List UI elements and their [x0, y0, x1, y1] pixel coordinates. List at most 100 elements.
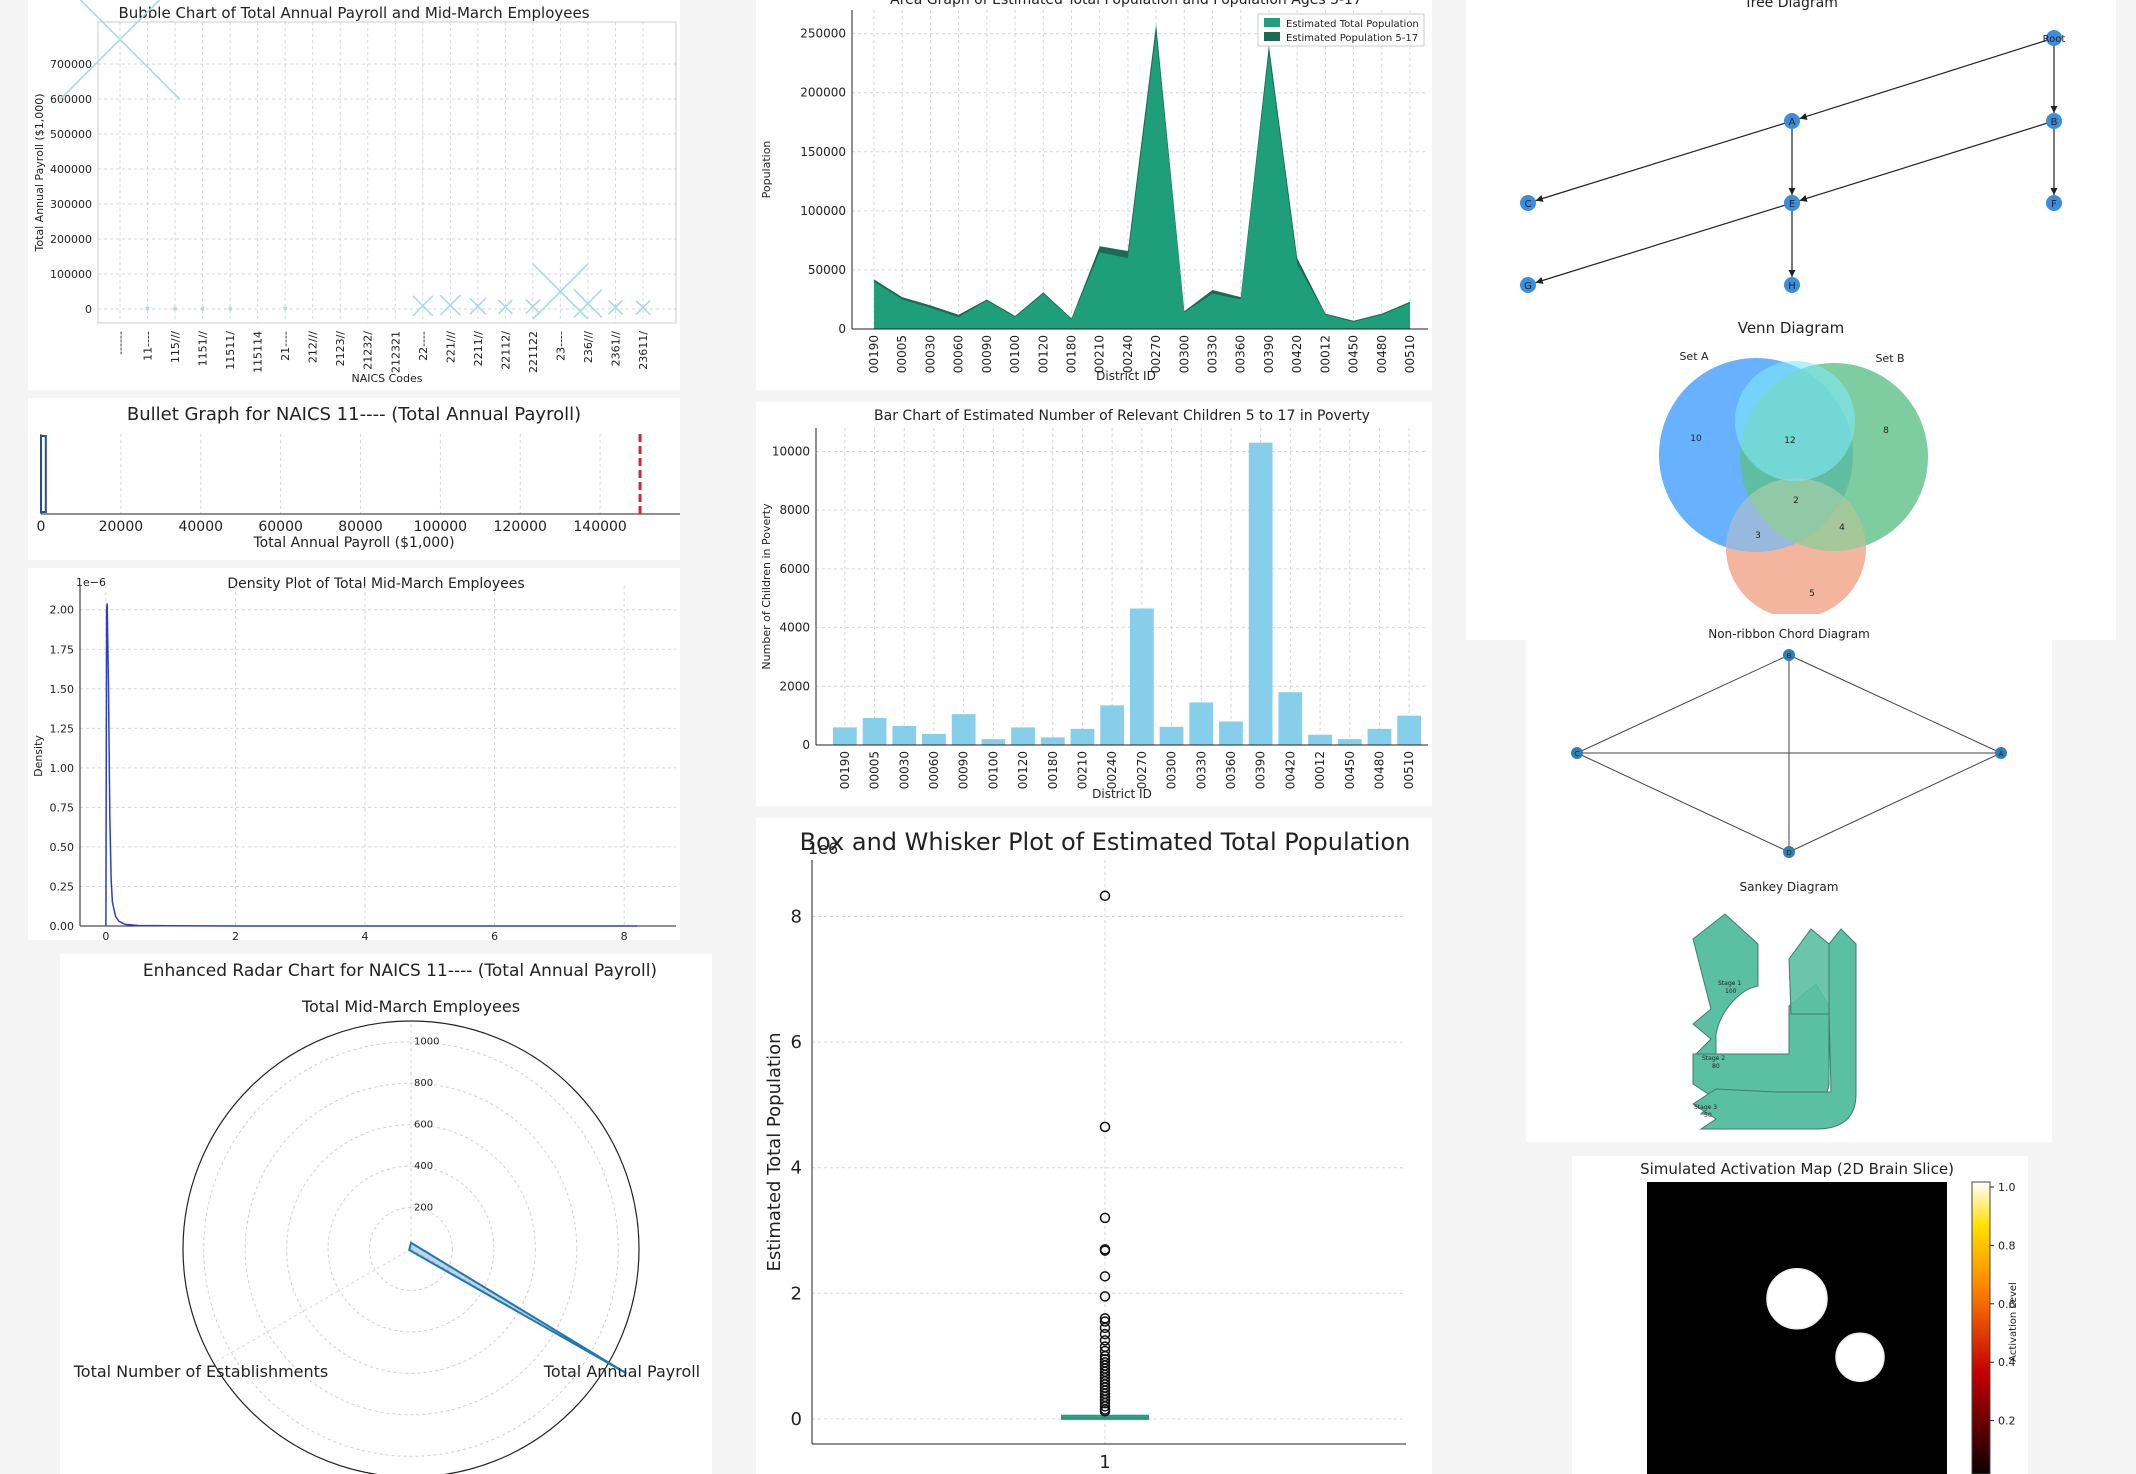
bubble-marker: [228, 306, 233, 311]
x-tick-label: 00012: [1318, 335, 1332, 373]
x-tick-label: 00330: [1194, 751, 1208, 789]
x-tick-label: 0: [102, 930, 109, 940]
venn-set-b-label: Set B: [1875, 352, 1904, 365]
colorbar-tick-label: 1.0: [1998, 1181, 2016, 1194]
x-tick-label: 1: [1099, 1452, 1110, 1473]
x-tick-label: 00120: [1016, 751, 1030, 789]
sankey-flow-3: [1788, 928, 1830, 1015]
radar-axis-label: Total Number of Establishments: [73, 1362, 329, 1381]
bar: [1337, 739, 1362, 745]
chord-node: [1995, 747, 2007, 759]
bubble-marker: [412, 295, 434, 317]
x-tick-label: 00390: [1254, 751, 1268, 789]
x-tick-label: 236///: [582, 331, 595, 363]
tree-node: [2046, 195, 2062, 211]
density-plot: Density Plot of Total Mid-March Employee…: [32, 576, 676, 940]
outlier-point: [1099, 1291, 1111, 1302]
x-tick-label: 212321: [389, 331, 402, 373]
x-tick-label: 115114: [252, 331, 265, 373]
x-tick-label: 00420: [1283, 751, 1297, 789]
x-tick-label: 00240: [1121, 335, 1135, 373]
x-tick-label: 11511/: [224, 331, 237, 370]
area-graph-panel: Area Graph of Estimated Total Population…: [756, 0, 1432, 390]
bar: [1011, 727, 1035, 745]
sankey-flows: [1692, 913, 1857, 1130]
bar: [1159, 726, 1184, 745]
plot-frame: [97, 21, 677, 324]
y-scale-label: 1e−6: [76, 576, 106, 589]
x-tick-label: 2361//: [609, 331, 622, 367]
x-tick-label: 00270: [1135, 751, 1149, 789]
chart-title: Density Plot of Total Mid-March Employee…: [227, 576, 524, 592]
x-tick-label: 00360: [1224, 751, 1238, 789]
outlier-point: [1099, 1271, 1111, 1282]
bar: [862, 717, 887, 745]
tree-node: [1784, 277, 1800, 293]
x-tick-label: 00060: [952, 335, 966, 373]
y-tick-label: 2: [791, 1283, 802, 1304]
outlier-point: [1099, 1401, 1111, 1412]
y-tick-label: 300000: [50, 198, 92, 211]
bubble-chart-panel: Bubble Chart of Total Annual Payroll and…: [28, 0, 680, 390]
bar: [1189, 702, 1214, 745]
outlier-point: [1099, 1322, 1111, 1334]
radar-outer-ring: [182, 1020, 640, 1474]
x-tick-label: 40000: [178, 519, 223, 535]
chord-title: Non-ribbon Chord Diagram: [1708, 627, 1870, 641]
tree-title: Tree Diagram: [1743, 0, 1838, 11]
bar: [1219, 721, 1243, 745]
tree-node-label: B: [2051, 117, 2058, 128]
chord-node-label: B: [1787, 652, 1792, 660]
y-tick-label: 0.50: [50, 841, 75, 854]
poverty-bar-chart: Bar Chart of Estimated Number of Relevan…: [760, 408, 1428, 801]
tree-node: [1784, 195, 1800, 211]
x-tick-label: 221122: [527, 331, 540, 373]
bar: [892, 725, 917, 745]
x-tick-label: 00030: [897, 751, 911, 789]
bubble-marker: [469, 297, 487, 315]
x-tick-label: 140000: [573, 519, 626, 535]
y-tick-label: 250000: [800, 27, 846, 41]
x-tick-label: 00210: [1093, 335, 1107, 373]
x-tick-label: 2: [232, 930, 239, 940]
x-axis-label: District ID: [1096, 369, 1156, 383]
y-tick-label: 600000: [50, 93, 92, 106]
activation-map-panel: Simulated Activation Map (2D Brain Slice…: [1572, 1156, 2028, 1474]
x-tick-label: 00210: [1075, 751, 1089, 789]
bullet-graph: Bullet Graph for NAICS 11---- (Total Ann…: [37, 404, 680, 551]
x-tick-label: 00190: [838, 751, 852, 789]
x-tick-label: 00012: [1313, 751, 1327, 789]
chord-node-label: A: [1999, 750, 2004, 758]
x-tick-label: 1151//: [197, 331, 210, 367]
y-tick-label: 6000: [779, 562, 810, 576]
outlier-point: [1099, 1406, 1111, 1417]
chord-node: [1783, 649, 1795, 661]
y-scale-label: 1e6: [808, 839, 838, 858]
bubble-marker: [173, 306, 178, 311]
colorbar-tick-label: 0.6: [1998, 1298, 2016, 1311]
grid: [203, 1021, 619, 1457]
y-tick-label: 150000: [800, 145, 846, 159]
chart-title: Box and Whisker Plot of Estimated Total …: [800, 828, 1411, 856]
y-tick-label: 0: [838, 322, 846, 336]
radar-axis-label: Total Mid-March Employees: [301, 997, 520, 1016]
y-tick-label: 0.75: [50, 801, 75, 814]
tree-node-label: F: [2051, 199, 2057, 210]
x-tick-label: 11----: [142, 331, 155, 361]
bar: [832, 727, 857, 745]
r-tick-label: 400: [414, 1161, 433, 1172]
y-tick-label: 0.25: [50, 880, 75, 893]
venn-region-a: 10: [1690, 434, 1702, 444]
x-tick-label: 00300: [1177, 335, 1191, 373]
x-tick-label: 00100: [986, 751, 1000, 789]
x-tick-label: 22112/: [499, 331, 512, 370]
tree-node-label: A: [1789, 117, 1796, 128]
x-tick-label: 80000: [338, 519, 383, 535]
sankey-flow-1: [1692, 913, 1759, 1055]
density-line: [105, 603, 638, 927]
x-tick-label: 00090: [980, 335, 994, 373]
x-tick-label: 00480: [1375, 335, 1389, 373]
venn-region-ac: 3: [1755, 531, 1761, 541]
x-tick-label: 00300: [1165, 751, 1179, 789]
outlier-point: [1099, 890, 1111, 902]
